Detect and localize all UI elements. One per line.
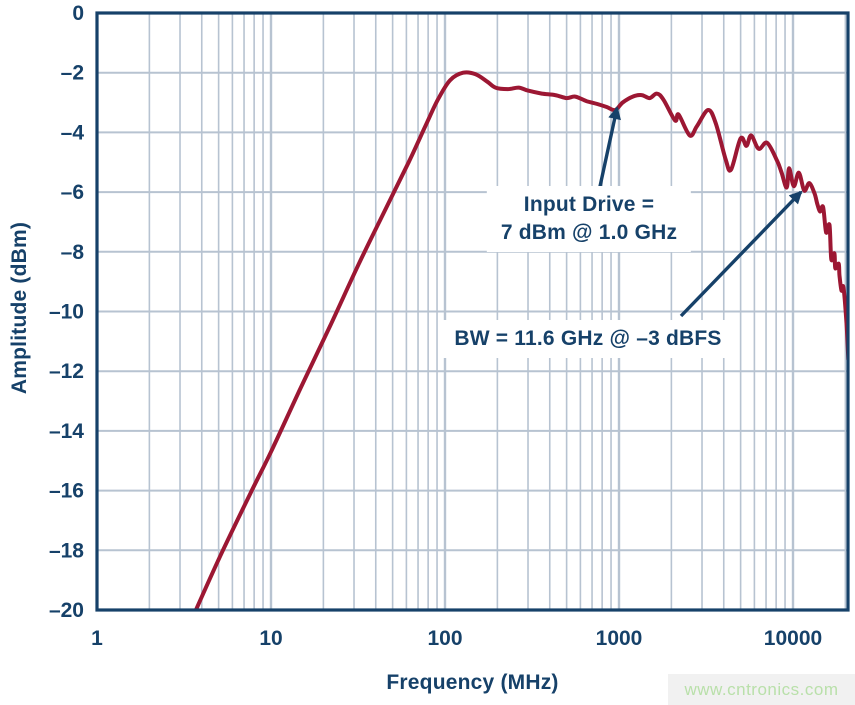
watermark: www.cntronics.com bbox=[668, 674, 855, 705]
y-tick-label: –16 bbox=[49, 480, 84, 503]
y-tick-label: –6 bbox=[61, 181, 84, 204]
y-tick-label: –12 bbox=[49, 360, 84, 383]
y-tick-label: –10 bbox=[49, 301, 84, 324]
y-tick-label: –14 bbox=[49, 420, 84, 443]
annotation-bandwidth: BW = 11.6 GHz @ –3 dBFS bbox=[440, 320, 736, 358]
y-tick-label: –20 bbox=[49, 599, 84, 622]
x-axis-title: Frequency (MHz) bbox=[386, 671, 559, 694]
x-tick-label: 1 bbox=[91, 627, 103, 650]
plot-frame-group bbox=[95, 11, 850, 612]
annotation-input-drive: Input Drive = 7 dBm @ 1.0 GHz bbox=[486, 186, 692, 252]
x-tick-label: 10 bbox=[259, 627, 282, 650]
y-tick-label: –8 bbox=[61, 241, 85, 264]
response-curve-group bbox=[193, 70, 848, 610]
x-tick-label: 10000 bbox=[764, 627, 822, 650]
annotation-arrow bbox=[597, 106, 621, 192]
y-tick-label: –18 bbox=[49, 539, 84, 562]
y-tick-label: –4 bbox=[61, 121, 85, 144]
x-tick-label: 100 bbox=[427, 627, 462, 650]
annotation-line: Input Drive = bbox=[523, 193, 655, 216]
y-tick-label: 0 bbox=[72, 2, 84, 25]
y-axis-title: Amplitude (dBm) bbox=[8, 221, 31, 395]
y-tick-label: –2 bbox=[61, 62, 84, 85]
watermark-text: www.cntronics.com bbox=[684, 679, 839, 699]
tick-labels: 0 –2 –4 –6 –8 –10 –12 –14 –16 –18 –20 1 10 100 1000 100… bbox=[49, 2, 822, 650]
annotation-line: 7 dBm @ 1.0 GHz bbox=[500, 221, 678, 244]
x-tick-label: 1000 bbox=[596, 627, 643, 650]
annotation-arrow bbox=[679, 190, 803, 318]
gridlines bbox=[97, 13, 848, 610]
annotation-line: BW = 11.6 GHz @ –3 dBFS bbox=[454, 327, 722, 350]
plot-frame bbox=[95, 11, 850, 612]
annotation-arrows bbox=[597, 106, 803, 318]
response-curve bbox=[193, 70, 848, 610]
